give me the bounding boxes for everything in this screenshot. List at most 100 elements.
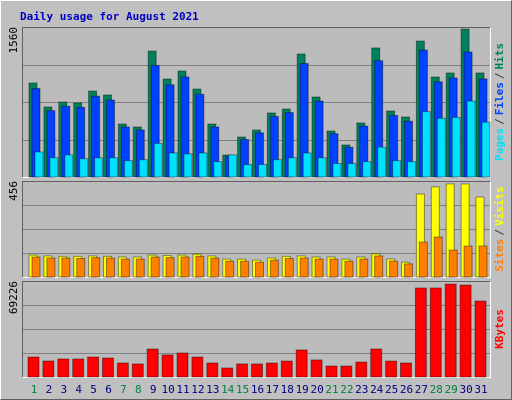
x-tick-label: 1 <box>31 383 38 396</box>
bar <box>466 100 476 178</box>
bar <box>123 160 133 178</box>
legend-separator: / <box>493 229 506 236</box>
x-tick-label: 24 <box>370 383 384 396</box>
bar <box>344 260 354 278</box>
bar <box>87 356 100 378</box>
x-tick-label: 3 <box>60 383 67 396</box>
x-tick-label: 28 <box>430 383 443 396</box>
bar <box>332 163 342 178</box>
bar <box>329 258 339 278</box>
x-tick-label: 5 <box>90 383 97 396</box>
bar <box>72 358 85 378</box>
bar <box>168 152 178 178</box>
bar <box>94 157 104 178</box>
bar <box>374 255 384 278</box>
x-tick-label: 18 <box>281 383 294 396</box>
bar <box>161 354 174 378</box>
plot-border-dark <box>22 281 491 378</box>
x-tick-label: 16 <box>251 383 264 396</box>
bar <box>355 361 368 378</box>
x-tick-label: 22 <box>340 383 353 396</box>
bar <box>221 367 234 378</box>
bar <box>258 164 267 178</box>
bar <box>287 157 297 178</box>
bar <box>180 256 190 278</box>
x-tick-label: 4 <box>75 383 82 396</box>
bar <box>225 260 235 278</box>
x-tick-label: 8 <box>135 383 142 396</box>
bar <box>31 256 41 278</box>
bar <box>49 157 59 178</box>
y-tick-label: 69226 <box>7 281 20 314</box>
bar <box>280 360 293 378</box>
bar <box>377 146 387 178</box>
bar <box>91 257 101 278</box>
bar <box>272 159 282 178</box>
legend-separator: / <box>493 118 506 125</box>
bar <box>138 159 148 178</box>
legend-entry: Files <box>493 82 506 115</box>
bar <box>325 365 338 378</box>
bar <box>61 257 71 278</box>
legend: KBytes <box>493 309 506 349</box>
bar <box>448 249 458 278</box>
bar <box>27 356 40 378</box>
bar <box>421 111 431 178</box>
bar <box>463 245 473 278</box>
x-tick-label: 20 <box>310 383 323 396</box>
x-tick-label: 23 <box>355 383 368 396</box>
y-tick-label: 1560 <box>7 27 20 54</box>
bar <box>195 255 205 278</box>
bar <box>474 300 487 378</box>
plot-border-light <box>22 181 491 278</box>
bar <box>150 256 160 278</box>
bar <box>414 287 427 378</box>
plot-border-dark <box>22 181 491 278</box>
legend-entry: Sites <box>493 239 506 272</box>
bar <box>389 260 399 278</box>
bar <box>251 363 263 378</box>
x-tick-label: 11 <box>176 383 189 396</box>
bar <box>135 258 145 278</box>
bar <box>404 263 413 278</box>
bar <box>459 284 472 378</box>
bar <box>42 360 55 378</box>
x-tick-label: 26 <box>400 383 413 396</box>
bar <box>284 257 294 278</box>
bar <box>210 257 220 278</box>
bar <box>206 362 219 378</box>
bar <box>243 164 253 178</box>
x-tick-label: 10 <box>161 383 174 396</box>
bar <box>146 348 159 378</box>
x-tick-label: 30 <box>459 383 472 396</box>
x-tick-label: 21 <box>325 383 338 396</box>
bar <box>418 241 428 278</box>
plot-border-dark <box>22 27 491 178</box>
bar <box>153 142 163 178</box>
bar <box>314 258 324 278</box>
bar <box>34 151 44 178</box>
x-tick-label: 14 <box>221 383 235 396</box>
bar <box>265 362 278 378</box>
bar <box>347 163 357 178</box>
bar <box>385 360 398 378</box>
x-tick-label: 15 <box>236 383 249 396</box>
x-tick-label: 17 <box>266 383 279 396</box>
bar <box>198 152 208 178</box>
bar <box>176 352 189 378</box>
bar <box>295 349 308 378</box>
bar <box>370 348 383 378</box>
bar <box>213 161 223 178</box>
bar <box>255 261 264 278</box>
bar <box>436 117 446 178</box>
bar <box>317 157 327 178</box>
bar <box>191 356 204 378</box>
legend-entry: Visits <box>493 186 506 226</box>
bar <box>228 154 238 178</box>
x-tick-label: 25 <box>385 383 398 396</box>
bar <box>165 257 175 278</box>
chart-title: Daily usage for August 2021 <box>20 10 199 23</box>
bar <box>302 152 312 178</box>
bar <box>444 283 457 378</box>
bar <box>236 363 249 378</box>
